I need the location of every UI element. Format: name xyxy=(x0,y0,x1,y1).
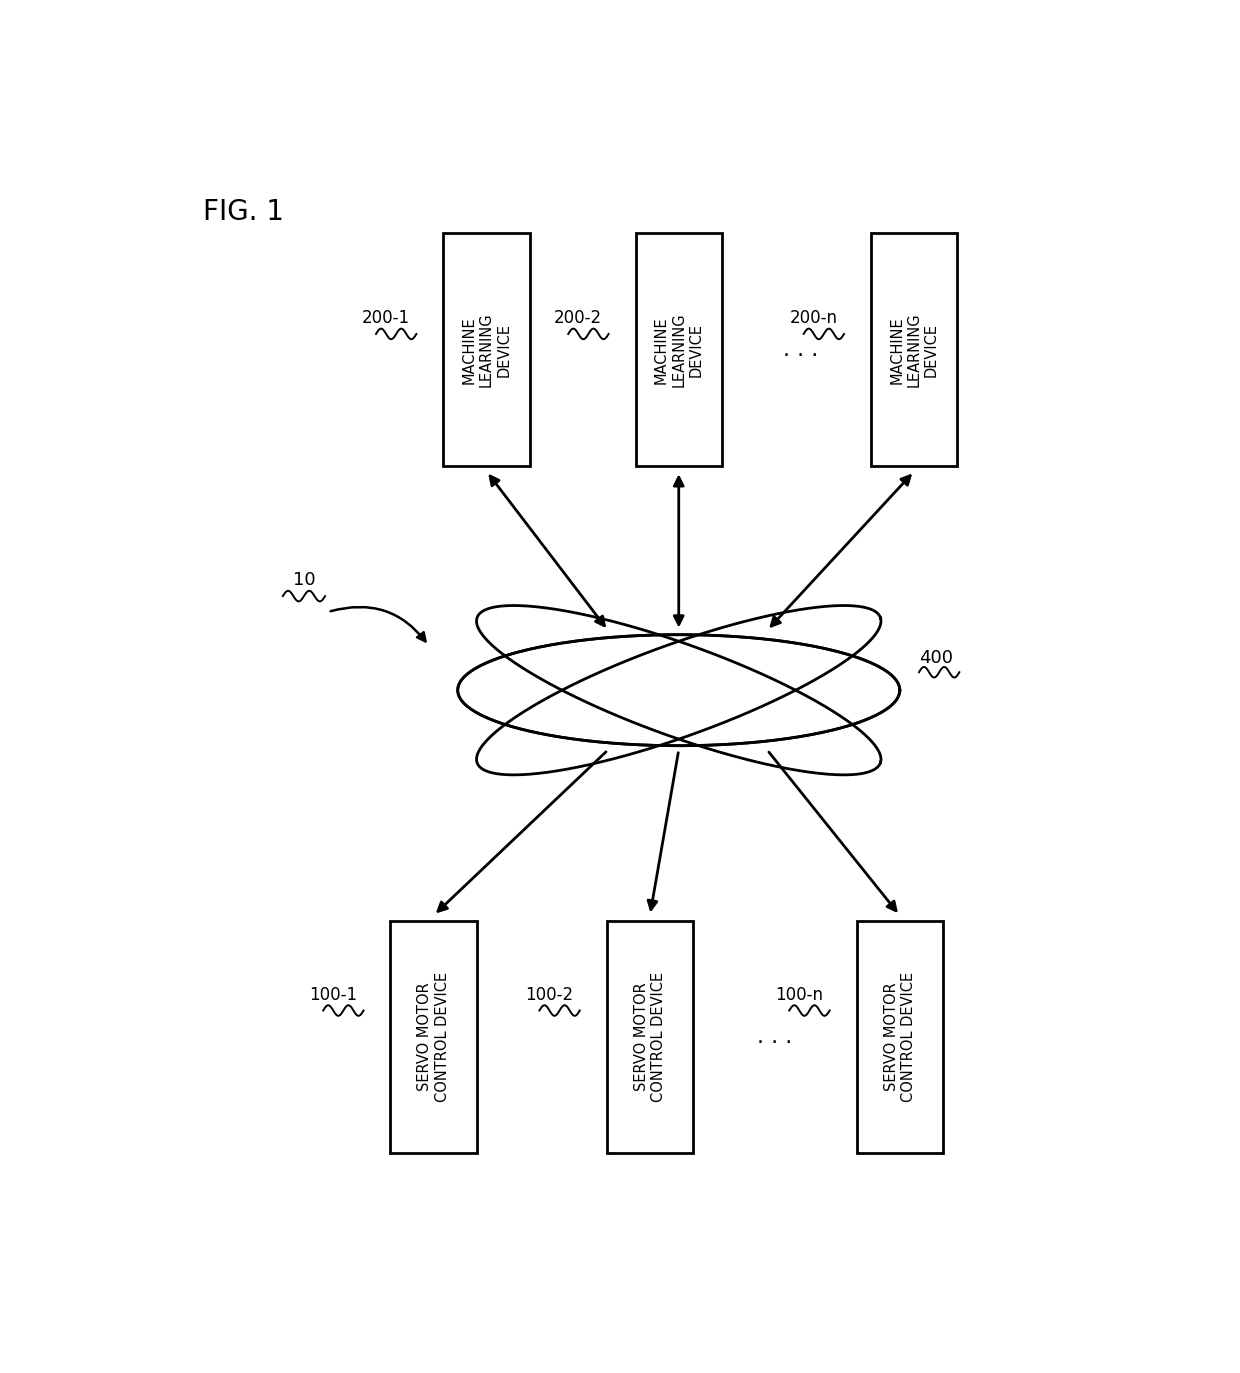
Text: 400: 400 xyxy=(919,649,954,667)
Text: SERVO MOTOR
CONTROL DEVICE: SERVO MOTOR CONTROL DEVICE xyxy=(418,972,450,1103)
Bar xyxy=(606,921,693,1153)
Text: 200-1: 200-1 xyxy=(362,309,409,327)
Text: MACHINE
LEARNING
DEVICE: MACHINE LEARNING DEVICE xyxy=(653,313,703,387)
Text: 200-2: 200-2 xyxy=(554,309,601,327)
Text: MACHINE
LEARNING
DEVICE: MACHINE LEARNING DEVICE xyxy=(461,313,511,387)
Bar xyxy=(391,921,477,1153)
Text: 100-1: 100-1 xyxy=(309,986,357,1004)
Bar xyxy=(870,233,957,465)
Text: 200-n: 200-n xyxy=(789,309,837,327)
Text: 100-2: 100-2 xyxy=(525,986,573,1004)
Text: 10: 10 xyxy=(293,571,315,589)
Text: MACHINE
LEARNING
DEVICE: MACHINE LEARNING DEVICE xyxy=(889,313,939,387)
Bar xyxy=(444,233,529,465)
Text: SERVO MOTOR
CONTROL DEVICE: SERVO MOTOR CONTROL DEVICE xyxy=(884,972,916,1103)
Text: 100-n: 100-n xyxy=(775,986,823,1004)
Text: FIG. 1: FIG. 1 xyxy=(203,198,284,227)
Bar xyxy=(857,921,942,1153)
Text: . . .: . . . xyxy=(758,1027,792,1048)
Bar xyxy=(635,233,722,465)
Text: . . .: . . . xyxy=(784,339,818,360)
Text: SERVO MOTOR
CONTROL DEVICE: SERVO MOTOR CONTROL DEVICE xyxy=(634,972,666,1103)
